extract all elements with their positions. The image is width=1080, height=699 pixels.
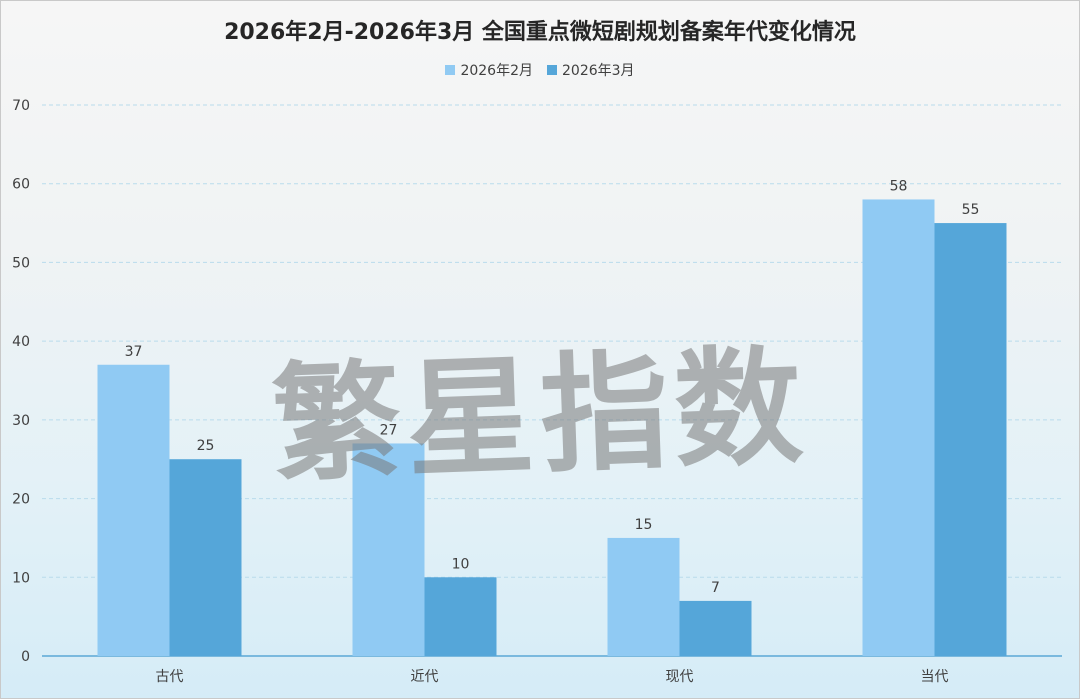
y-tick-label-50: 50 bbox=[12, 255, 30, 271]
bar-s2-2 bbox=[679, 600, 752, 656]
x-tick-label-3: 当代 bbox=[921, 669, 949, 685]
data-label-s1-2: 15 bbox=[635, 517, 653, 533]
chart-title: 2026年2月-2026年3月 全国重点微短剧规划备案年代变化情况 bbox=[224, 20, 856, 45]
bar-s2-0 bbox=[169, 459, 242, 656]
legend-label-series-2: 2026年3月 bbox=[562, 63, 635, 79]
data-label-s2-0: 25 bbox=[197, 438, 215, 454]
legend-swatch-series-1 bbox=[445, 65, 456, 75]
data-label-s2-3: 55 bbox=[962, 202, 980, 218]
y-tick-label-30: 30 bbox=[12, 413, 30, 429]
x-tick-label-1: 近代 bbox=[411, 669, 439, 685]
bar-s1-0 bbox=[97, 364, 170, 656]
y-tick-label-10: 10 bbox=[12, 570, 30, 586]
x-tick-label-2: 现代 bbox=[666, 669, 694, 685]
y-tick-label-0: 0 bbox=[21, 649, 30, 665]
y-tick-label-20: 20 bbox=[12, 492, 30, 508]
data-label-s1-3: 58 bbox=[890, 178, 908, 194]
bar-s1-3 bbox=[862, 199, 935, 656]
bar-s2-3 bbox=[934, 223, 1007, 657]
legend-swatch-series-2 bbox=[547, 65, 557, 75]
y-tick-label-70: 70 bbox=[12, 98, 30, 114]
x-tick-label-0: 古代 bbox=[156, 669, 184, 685]
legend-item-series-2: 2026年3月 bbox=[547, 60, 635, 80]
bar-s1-2 bbox=[607, 537, 680, 656]
bar-s2-1 bbox=[424, 577, 497, 656]
data-label-s2-1: 10 bbox=[452, 556, 470, 572]
y-tick-label-60: 60 bbox=[12, 177, 30, 193]
legend: 2026年2月 2026年3月 bbox=[0, 60, 1080, 80]
data-label-s1-0: 37 bbox=[125, 344, 143, 360]
legend-label-series-1: 2026年2月 bbox=[460, 63, 533, 79]
y-tick-label-40: 40 bbox=[12, 334, 30, 350]
bar-s1-1 bbox=[352, 443, 425, 656]
data-label-s1-1: 27 bbox=[380, 422, 398, 438]
legend-item-series-1: 2026年2月 bbox=[445, 60, 533, 80]
data-label-s2-2: 7 bbox=[711, 580, 720, 596]
